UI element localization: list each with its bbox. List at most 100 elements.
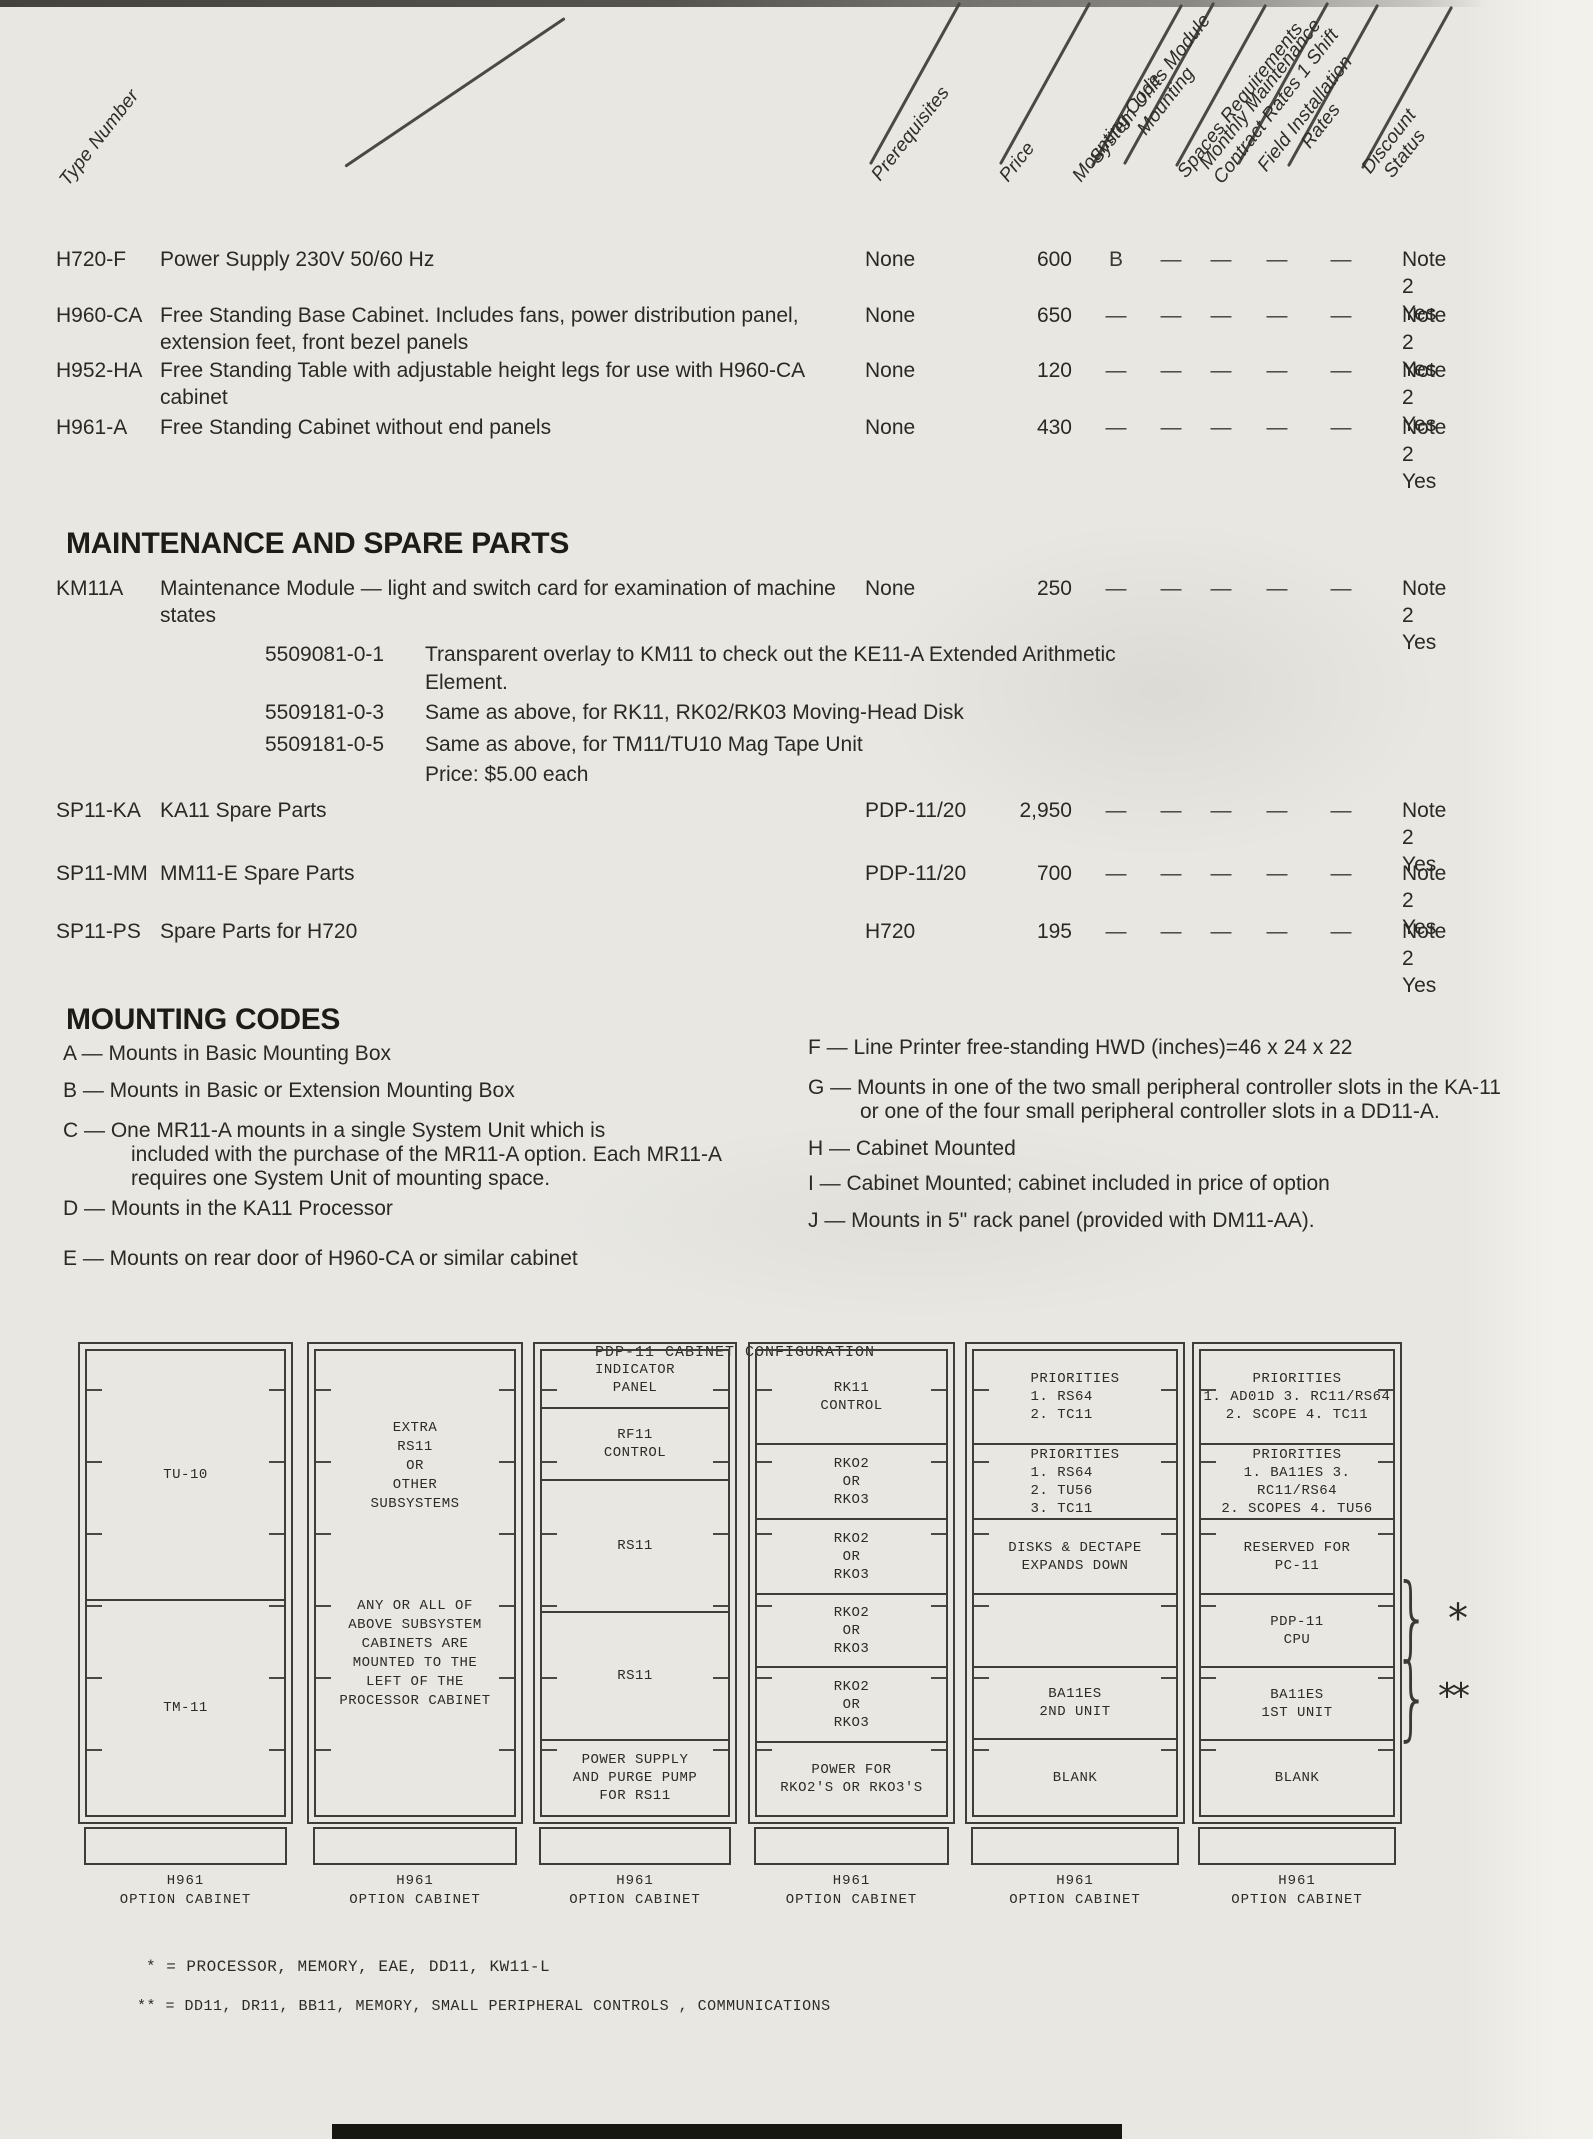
prerequisites-cell: None [865,577,916,600]
cabinet-inner: TU-10 TM-11 [85,1349,286,1817]
subpart-price-note: Price: $5.00 each [425,763,589,786]
tick-marks-left [87,1355,102,1811]
discount-status-cell: Note 2 Yes [1402,862,1447,939]
scan-bottom-bar [332,2124,1122,2139]
subpart-description: Same as above, for TM11/TU10 Mag Tape Un… [425,733,863,756]
type-number-cell: H960-CA [56,304,143,327]
description-cell: Free Standing Cabinet without end panels [160,416,552,439]
dash-cell: — [1160,416,1182,439]
dash-cell: — [1210,577,1232,600]
subpart-description: Transparent overlay to KM11 to check out… [425,643,1116,694]
description-cell: Spare Parts for H720 [160,920,358,943]
dash-cell: — [1330,304,1352,327]
dash-cell: — [1266,577,1288,600]
cabinet-section: RK11 CONTROL [757,1351,946,1445]
scan-top-edge [0,0,1490,7]
type-number-cell: SP11-KA [56,799,141,822]
cabinet: PRIORITIES 1. RS64 2. TC11 PRIORITIES 1.… [965,1342,1185,1824]
mounting-code-item-c: C — One MR11-A mounts in a single System… [63,1119,723,1190]
dash-cell: — [1210,920,1232,943]
mounting-code-cell: — [1105,304,1127,327]
discount-status-cell: Note 2 Yes [1402,799,1447,876]
type-number-cell: SP11-PS [56,920,141,943]
discount-status-cell: Note 2 Yes [1402,359,1447,436]
column-header-type-number: Type Number [55,85,144,190]
mounting-code-item-d: D — Mounts in the KA11 Processor [63,1197,393,1220]
cabinet-pedestal [754,1827,949,1865]
table-row: SP11-KA KA11 Spare Parts PDP-11/20 2,950… [56,797,1460,878]
discount-status-cell: Note 2 Yes [1402,304,1447,381]
cabinet-section: BLANK [1274,1770,1320,1786]
cabinet-pedestal [84,1827,287,1865]
tick-marks-right [1161,1355,1176,1811]
cabinet-section: INDICATOR PANEL [542,1351,728,1409]
price-cell: 700 [1036,862,1072,885]
cabinet-section: PDP-11 CPU [1201,1595,1393,1668]
cabinet-base-label: H961 OPTION CABINET [1231,1873,1363,1908]
diagram-title: PDP-11 CABINET CONFIGURATION [594,1344,876,1361]
mounting-code-item-f: F — Line Printer free-standing HWD (inch… [808,1036,1353,1059]
cabinet-inner: EXTRA RS11 OR OTHER SUBSYSTEMS ANY OR AL… [314,1349,516,1817]
cabinet-pedestal [971,1827,1179,1865]
dash-cell: — [1160,577,1182,600]
cabinet-pedestal [1198,1827,1396,1865]
cabinet-section: RESERVED FOR PC-11 [1201,1520,1393,1595]
dash-cell: — [1210,304,1232,327]
dash-cell: — [1266,862,1288,885]
description-cell: Maintenance Module — light and switch ca… [160,577,836,627]
dash-cell: — [1160,920,1182,943]
column-header-prerequisites: Prerequisites [867,82,954,185]
dash-cell: — [1160,248,1182,271]
star-annotation: * [1448,1596,1468,1642]
column-header-discount-status: Discount Status [1357,105,1431,182]
curly-brace-icon: } [1394,1564,1431,1671]
cabinet-section: RKO2 OR RKO3 [757,1520,946,1595]
discount-status-cell: Note 2 Yes [1402,248,1447,325]
cabinet-base-label: H961 OPTION CABINET [569,1873,701,1908]
type-number-cell: KM11A [56,577,124,600]
dash-cell: — [1330,577,1352,600]
description-cell: KA11 Spare Parts [160,799,327,822]
tick-marks-right [269,1355,284,1811]
type-number-cell: SP11-MM [56,862,148,885]
cabinet: TU-10 TM-11 [78,1342,293,1824]
cabinet-section: POWER SUPPLY AND PURGE PUMP FOR RS11 [572,1752,698,1804]
cabinet-section: TU-10 [87,1351,284,1601]
cabinet-section: TM-11 [163,1700,208,1716]
cabinet-inner: PRIORITIES 1. RS64 2. TC11 PRIORITIES 1.… [972,1349,1178,1817]
cabinet-base-label: H961 OPTION CABINET [785,1873,918,1908]
mounting-code-item-j: J — Mounts in 5" rack panel (provided wi… [808,1209,1315,1232]
price-cell: 2,950 [1019,799,1072,822]
dash-cell: — [1160,304,1182,327]
cabinet: RK11 CONTROL RKO2 OR RKO3 RKO2 OR RKO3 R… [748,1342,955,1824]
cabinet-section: PRIORITIES 1. BA11ES 3. RC11/RS64 2. SCO… [1201,1445,1393,1520]
tick-marks-right [499,1355,514,1811]
cabinet-section: RKO2 OR RKO3 [757,1595,946,1668]
dash-cell: — [1266,416,1288,439]
discount-status-cell: Note 2 Yes [1402,920,1447,997]
description-cell: MM11-E Spare Parts [160,862,355,885]
cabinet-section: PRIORITIES 1. RS64 2. TC11 [974,1351,1176,1445]
dash-cell: — [1330,416,1352,439]
cabinet-section: PRIORITIES 1. AD01D 3. RC11/RS64 2. SCOP… [1201,1351,1393,1445]
description-cell: Free Standing Base Cabinet. Includes fan… [160,304,799,354]
tick-marks-right [931,1355,946,1811]
price-cell: 650 [1036,304,1072,327]
scan-right-edge [1463,0,1593,2139]
dash-cell: — [1266,920,1288,943]
cabinet-base-label: H961 OPTION CABINET [349,1873,481,1908]
type-number-cell: H952-HA [56,359,143,382]
header-rule [344,17,566,168]
subpart-number: 5509181-0-5 [265,733,385,756]
tick-marks-left [757,1355,772,1811]
mounting-code-cell: — [1105,577,1127,600]
cabinet-pedestal [539,1827,731,1865]
tick-marks-left [974,1355,989,1811]
mounting-code-cell: — [1105,920,1127,943]
prerequisites-cell: PDP-11/20 [865,799,967,822]
prerequisites-cell: None [865,359,916,382]
cabinet-section: RKO2 OR RKO3 [757,1668,946,1743]
cabinet-inner: PRIORITIES 1. AD01D 3. RC11/RS64 2. SCOP… [1199,1349,1395,1817]
price-cell: 120 [1036,359,1072,382]
mounting-code-item-i: I — Cabinet Mounted; cabinet included in… [808,1172,1330,1195]
